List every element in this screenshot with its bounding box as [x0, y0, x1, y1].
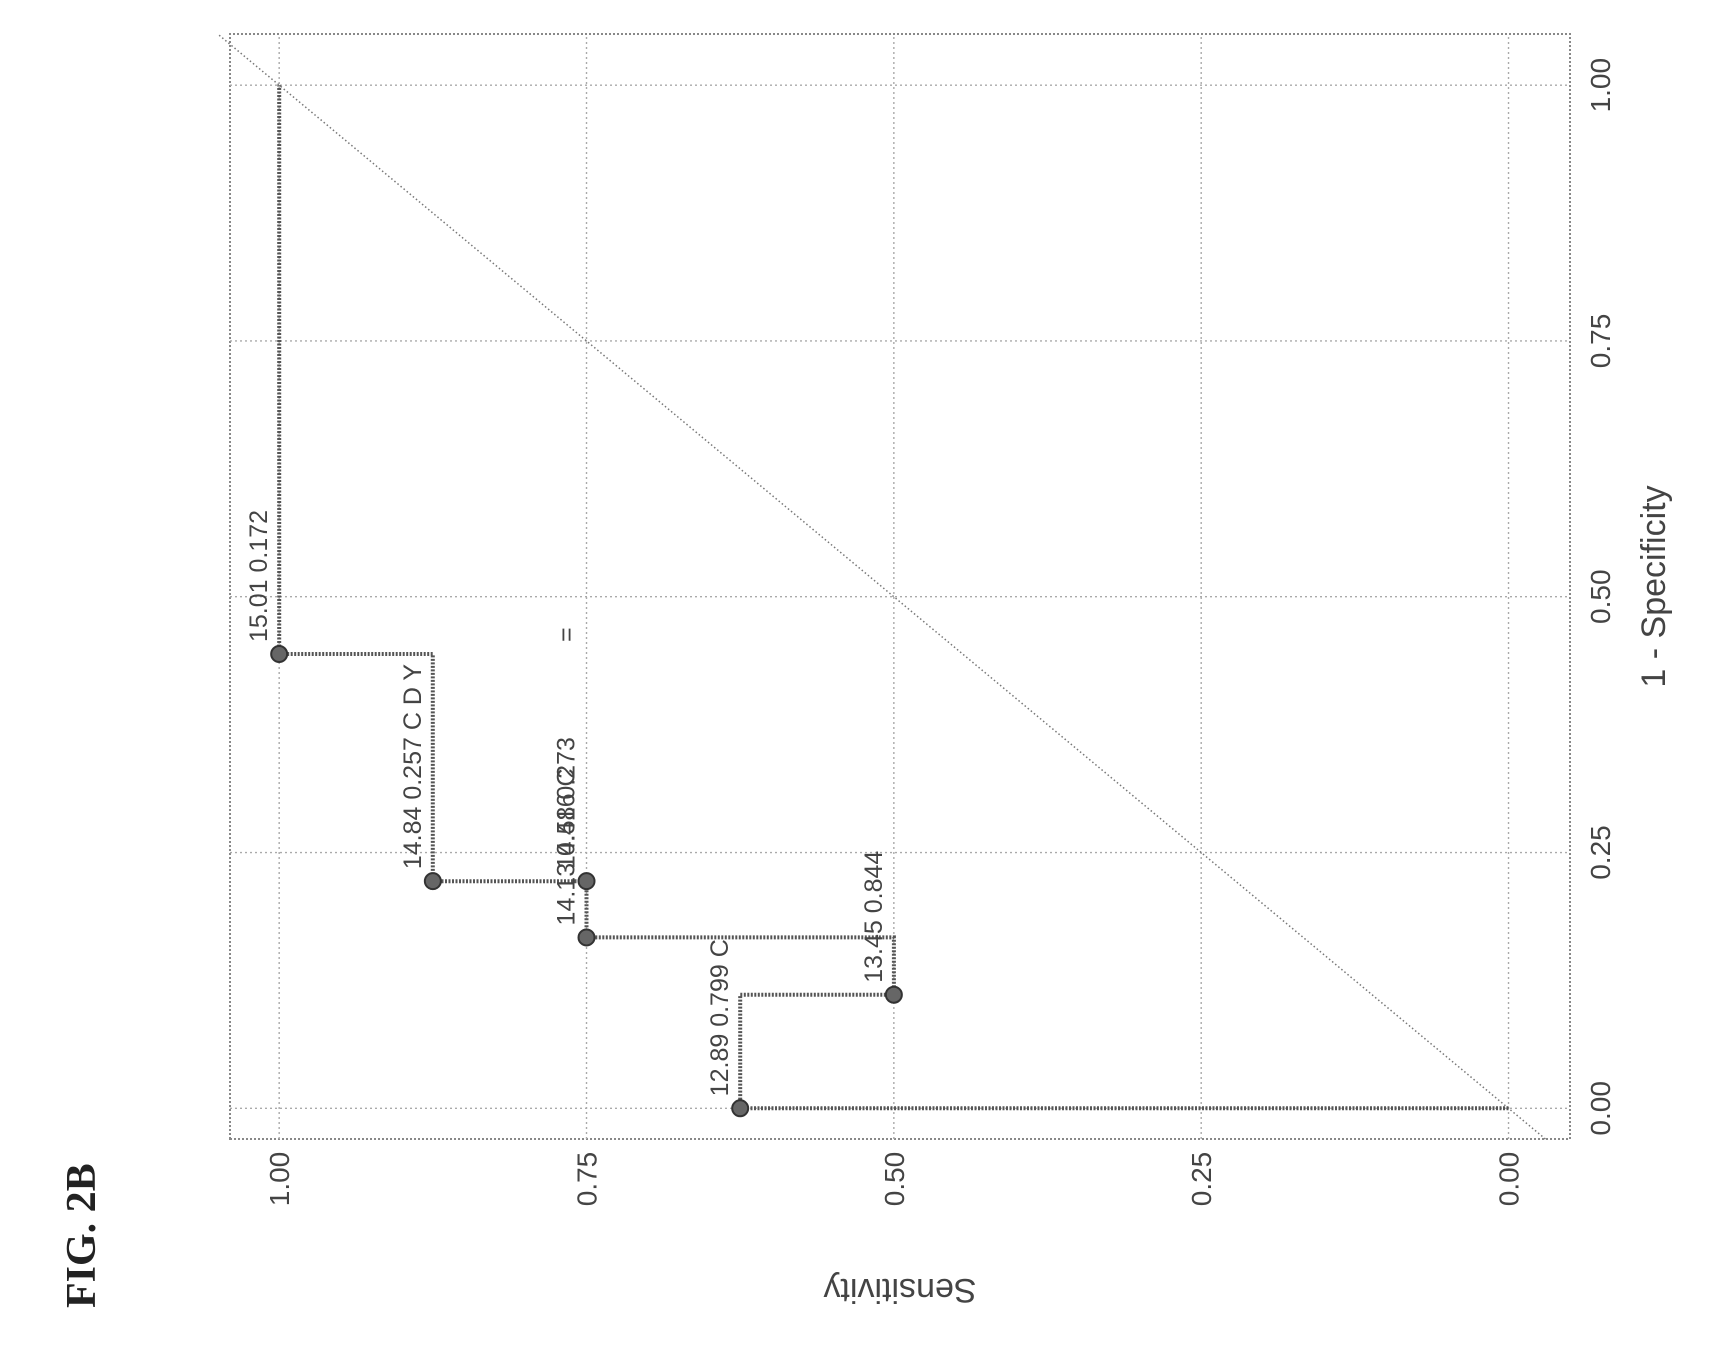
x-axis-title: 1 - Specificity — [1635, 485, 1673, 687]
x-tick-label-4: 1.00 — [1585, 58, 1616, 113]
point-marker-5 — [270, 645, 289, 664]
point-label-1: 13.45 0.844 — [860, 851, 888, 983]
y-tick-label-1: 0.25 — [1186, 1152, 1217, 1207]
markers — [270, 645, 903, 1118]
rotated-figure: FIG. 2B 12.89 0.799 C 13.45 0.844 14.13 0.… — [59, 33, 1673, 1309]
point-marker-3 — [577, 872, 596, 891]
y-tick-label-3: 0.75 — [572, 1152, 603, 1207]
y-axis-title: Sensitivity — [823, 1271, 976, 1309]
annotation-0: = — [553, 627, 581, 642]
y-tick-label-0: 0.00 — [1494, 1152, 1525, 1207]
annotations: = — [553, 627, 581, 642]
point-label-4: 14.84 0.257 C D Y — [399, 664, 427, 870]
plot-frame — [229, 33, 1571, 1140]
y-tick-labels: 0.00 0.25 0.50 0.75 1.00 — [264, 1152, 1524, 1207]
point-label-2: 14.13 0.416 C — [553, 768, 581, 925]
point-marker-4 — [423, 872, 442, 891]
x-tick-label-3: 0.75 — [1585, 314, 1616, 369]
x-tick-label-1: 0.25 — [1585, 825, 1616, 880]
x-tick-labels: 0.00 0.25 0.50 0.75 1.00 — [1585, 58, 1616, 1136]
x-tick-label-2: 0.50 — [1585, 569, 1616, 624]
point-marker-1 — [884, 985, 903, 1004]
y-tick-label-2: 0.50 — [879, 1152, 910, 1207]
point-label-5: 15.01 0.172 — [245, 510, 273, 642]
point-label-0: 12.89 0.799 C — [706, 939, 734, 1096]
y-tick-label-4: 1.00 — [264, 1152, 295, 1207]
point-marker-0 — [731, 1099, 750, 1118]
grid — [230, 34, 1570, 1139]
figure-label: FIG. 2B — [59, 1163, 105, 1308]
x-tick-label-0: 0.00 — [1585, 1081, 1616, 1136]
point-marker-2 — [577, 928, 596, 947]
point-label-3: 14.58 0.273 — [553, 737, 581, 869]
